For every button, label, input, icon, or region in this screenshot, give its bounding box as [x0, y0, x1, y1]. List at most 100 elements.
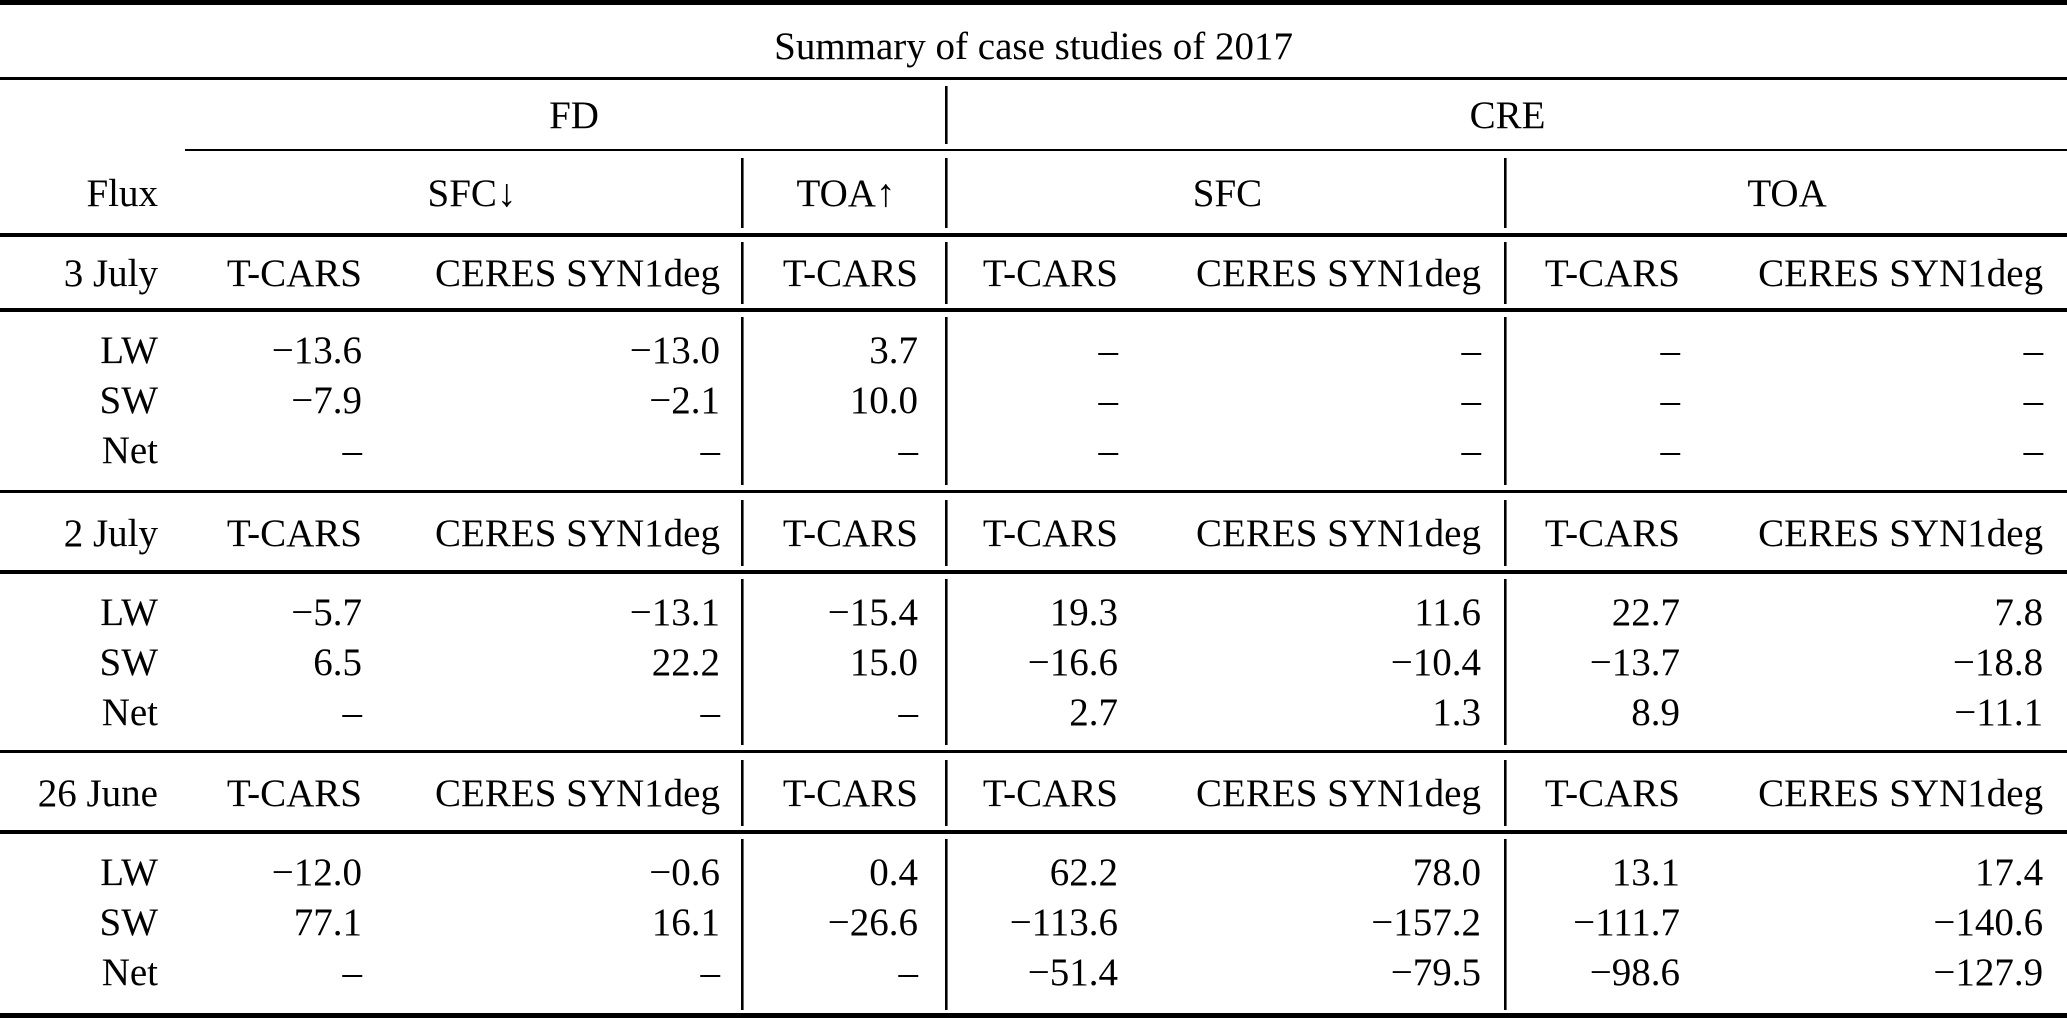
- flux-type-cell: SW: [99, 378, 159, 422]
- col-subheader-tcars: T-CARS: [744, 235, 948, 311]
- flux-type-cell: SW: [99, 640, 159, 684]
- value-cell: –: [744, 687, 948, 753]
- col-subheader-tcars: T-CARS: [1544, 511, 1680, 555]
- value-cell: 78.0: [1148, 833, 1507, 897]
- value-cell: –: [1660, 428, 1681, 472]
- value-cell: 8.9: [1631, 690, 1680, 734]
- flux-type-cell: Net: [101, 690, 158, 734]
- value-cell: 77.1: [293, 900, 362, 944]
- table-title: Summary of case studies of 2017: [774, 25, 1293, 68]
- value-cell: 1.3: [1148, 687, 1507, 753]
- col-subheader-ceres: CERES SYN1deg: [1758, 251, 2044, 295]
- table-row: LW −13.6 −13.0 3.7 – – – –: [0, 311, 2067, 375]
- value-cell: −127.9: [1933, 950, 2044, 994]
- horizontal-rule-below-3july: [0, 308, 2067, 312]
- value-cell: –: [744, 425, 948, 493]
- value-cell: −13.1: [402, 573, 744, 637]
- section-header-row: 2 July T-CARS CERES SYN1deg T-CARS T-CAR…: [0, 493, 2067, 573]
- value-cell: −13.7: [1589, 640, 1680, 684]
- value-cell: −18.8: [1952, 640, 2044, 684]
- col-subheader-tcars: T-CARS: [982, 511, 1118, 555]
- value-cell: –: [1660, 378, 1681, 422]
- flux-type-cell: LW: [100, 850, 158, 894]
- value-cell: 10.0: [744, 375, 948, 425]
- value-cell: –: [1660, 328, 1681, 372]
- col-subheader-tcars: T-CARS: [226, 511, 362, 555]
- col-subheader-tcars: T-CARS: [982, 251, 1118, 295]
- value-cell: −140.6: [1933, 900, 2044, 944]
- horizontal-rule-below-26june: [0, 830, 2067, 834]
- value-cell: 16.1: [402, 897, 744, 947]
- table-row: LW −12.0 −0.6 0.4 62.2 78.0 13.1 17.4: [0, 833, 2067, 897]
- col-subheader-tcars: T-CARS: [226, 251, 362, 295]
- horizontal-rule-section-2-3: [0, 750, 2067, 753]
- col-subheader-tcars: T-CARS: [1544, 771, 1680, 815]
- value-cell: –: [1148, 375, 1507, 425]
- value-cell: –: [1148, 311, 1507, 375]
- col-subheader-ceres: CERES SYN1deg: [1758, 771, 2044, 815]
- value-cell: −157.2: [1148, 897, 1507, 947]
- horizontal-rule-bottom: [0, 1013, 2067, 1018]
- table-row: Net – – – 2.7 1.3 8.9 −11.1: [0, 687, 2067, 753]
- value-cell: 22.2: [402, 637, 744, 687]
- value-cell: −10.4: [1148, 637, 1507, 687]
- value-cell: −12.0: [271, 850, 362, 894]
- value-cell: 6.5: [313, 640, 362, 684]
- col-group-cre: CRE: [1469, 93, 1546, 137]
- flux-type-cell: SW: [99, 900, 159, 944]
- value-cell: 2.7: [1069, 690, 1118, 734]
- value-cell: –: [744, 947, 948, 1018]
- spacer-cell: [0, 79, 200, 151]
- col-subheader-tcars: T-CARS: [226, 771, 362, 815]
- section-date: 3 July: [63, 251, 158, 295]
- col-subheader-tcars: T-CARS: [982, 771, 1118, 815]
- section-date: 26 June: [37, 771, 158, 815]
- value-cell: −111.7: [1573, 900, 1680, 944]
- value-cell: –: [2023, 328, 2044, 372]
- horizontal-rule-below-fd-cre: [185, 148, 2067, 151]
- value-cell: –: [1098, 328, 1119, 372]
- value-cell: −26.6: [744, 897, 948, 947]
- section-header-row: 26 June T-CARS CERES SYN1deg T-CARS T-CA…: [0, 753, 2067, 833]
- value-cell: −7.9: [291, 378, 362, 422]
- value-cell: 22.7: [1611, 590, 1680, 634]
- value-cell: −113.6: [1009, 900, 1118, 944]
- flux-type-cell: Net: [101, 428, 158, 472]
- col-subheader-ceres: CERES SYN1deg: [402, 493, 744, 573]
- value-cell: −16.6: [1027, 640, 1118, 684]
- value-cell: –: [402, 947, 744, 1018]
- col-header-toa-up: TOA↑: [744, 151, 948, 235]
- col-subheader-ceres: CERES SYN1deg: [402, 753, 744, 833]
- value-cell: –: [1098, 378, 1119, 422]
- value-cell: 62.2: [1049, 850, 1118, 894]
- horizontal-rule-top: [0, 0, 2067, 5]
- col-header-cre-toa: TOA: [1747, 171, 1827, 215]
- col-subheader-ceres: CERES SYN1deg: [402, 235, 744, 311]
- col-header-cre-sfc: SFC: [948, 151, 1507, 235]
- col-subheader-ceres: CERES SYN1deg: [1758, 511, 2044, 555]
- value-cell: −2.1: [402, 375, 744, 425]
- value-cell: –: [342, 690, 363, 734]
- value-cell: −51.4: [1027, 950, 1118, 994]
- value-cell: −98.6: [1589, 950, 1680, 994]
- horizontal-rule-section-1-2: [0, 490, 2067, 493]
- value-cell: –: [1148, 425, 1507, 493]
- value-cell: 15.0: [744, 637, 948, 687]
- table-row: LW −5.7 −13.1 −15.4 19.3 11.6 22.7 7.8: [0, 573, 2067, 637]
- col-subheader-tcars: T-CARS: [1544, 251, 1680, 295]
- value-cell: –: [402, 425, 744, 493]
- col-subheader-ceres: CERES SYN1deg: [1148, 493, 1507, 573]
- table-row: SW 77.1 16.1 −26.6 −113.6 −157.2 −111.7 …: [0, 897, 2067, 947]
- value-cell: −13.6: [271, 328, 362, 372]
- section-date: 2 July: [63, 511, 158, 555]
- flux-type-cell: LW: [100, 590, 158, 634]
- col-subheader-ceres: CERES SYN1deg: [1148, 753, 1507, 833]
- value-cell: 7.8: [1994, 590, 2044, 634]
- value-cell: 11.6: [1148, 573, 1507, 637]
- value-cell: –: [1098, 428, 1119, 472]
- value-cell: –: [2023, 378, 2044, 422]
- horizontal-rule-below-2july: [0, 570, 2067, 574]
- value-cell: –: [342, 950, 363, 994]
